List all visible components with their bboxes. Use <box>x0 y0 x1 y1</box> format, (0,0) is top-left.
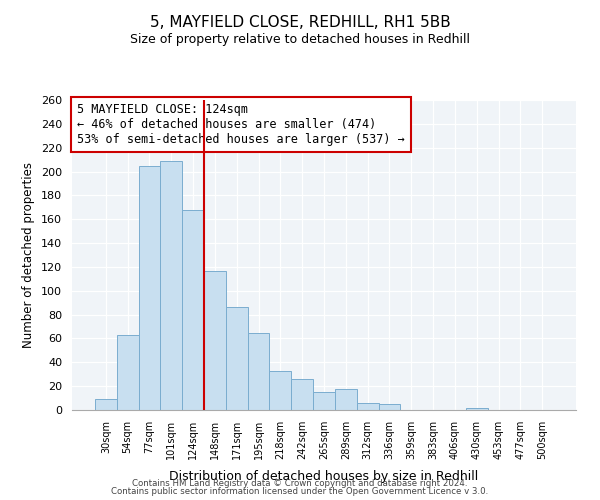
Y-axis label: Number of detached properties: Number of detached properties <box>22 162 35 348</box>
Text: 5 MAYFIELD CLOSE: 124sqm
← 46% of detached houses are smaller (474)
53% of semi-: 5 MAYFIELD CLOSE: 124sqm ← 46% of detach… <box>77 103 405 146</box>
Text: Size of property relative to detached houses in Redhill: Size of property relative to detached ho… <box>130 32 470 46</box>
Bar <box>139 166 160 410</box>
Text: Contains public sector information licensed under the Open Government Licence v : Contains public sector information licen… <box>112 487 488 496</box>
Bar <box>160 161 182 410</box>
Bar <box>466 408 488 410</box>
Text: Contains HM Land Registry data © Crown copyright and database right 2024.: Contains HM Land Registry data © Crown c… <box>132 478 468 488</box>
Bar <box>226 308 248 410</box>
Bar <box>313 392 335 410</box>
Bar <box>182 210 204 410</box>
Bar <box>204 270 226 410</box>
Bar <box>379 404 400 410</box>
Bar <box>248 332 269 410</box>
Bar <box>291 379 313 410</box>
Bar <box>117 335 139 410</box>
Bar <box>357 403 379 410</box>
Bar <box>335 388 357 410</box>
Text: 5, MAYFIELD CLOSE, REDHILL, RH1 5BB: 5, MAYFIELD CLOSE, REDHILL, RH1 5BB <box>149 15 451 30</box>
Bar <box>269 370 291 410</box>
Bar <box>95 400 117 410</box>
X-axis label: Distribution of detached houses by size in Redhill: Distribution of detached houses by size … <box>169 470 479 483</box>
